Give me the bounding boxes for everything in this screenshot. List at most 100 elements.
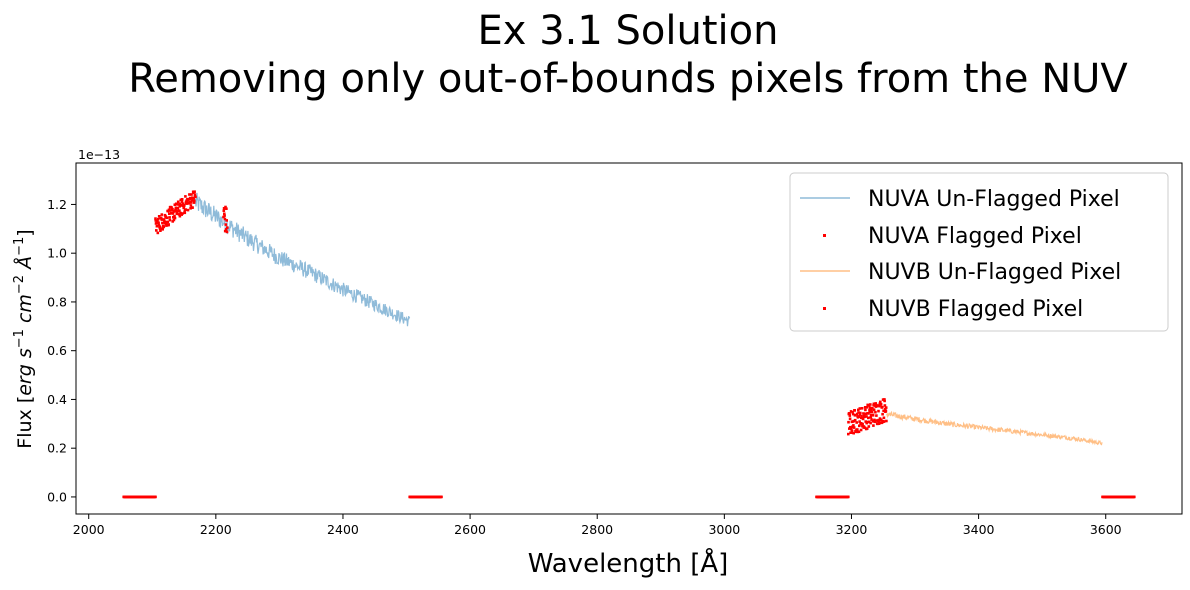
flagged-point [155, 224, 159, 228]
flagged-point [875, 414, 878, 417]
flagged-point [178, 214, 182, 218]
flagged-point [223, 212, 226, 216]
flagged-point [859, 411, 862, 415]
y-offset-label: 1e−13 [78, 147, 120, 162]
flagged-point [226, 226, 229, 229]
flagged-point [224, 228, 228, 231]
flagged-point [881, 412, 884, 416]
flagged-point [225, 230, 229, 234]
flagged-point [178, 209, 181, 212]
flagged-point [189, 204, 193, 207]
legend-swatch-nuvb-flagged [823, 307, 826, 310]
series-scatter-3 [815, 398, 1136, 499]
flagged-point [857, 415, 861, 418]
flagged-point [177, 203, 180, 206]
flagged-point [223, 214, 226, 217]
flagged-point [157, 221, 160, 224]
flagged-point [861, 422, 864, 426]
flagged-point [883, 399, 886, 403]
flagged-point [225, 219, 228, 222]
flagged-point [180, 204, 183, 207]
flagged-point [868, 409, 871, 412]
flagged-point [177, 213, 181, 216]
flagged-point [159, 216, 163, 220]
flagged-point [848, 414, 852, 417]
flagged-point [853, 418, 857, 422]
flagged-point [154, 495, 157, 499]
flagged-point [193, 190, 196, 193]
flagged-point [869, 403, 872, 406]
flagged-point [865, 427, 869, 430]
flagged-point [157, 217, 160, 221]
flagged-point [178, 205, 181, 208]
flagged-point [160, 213, 164, 216]
flagged-point [876, 404, 880, 407]
flagged-point [222, 209, 226, 212]
flagged-point [864, 420, 867, 423]
flagged-point [847, 432, 850, 436]
flagged-point [858, 420, 861, 423]
flagged-point [880, 418, 883, 422]
flagged-point [885, 419, 888, 423]
flagged-point [865, 406, 869, 409]
flagged-point [166, 220, 170, 224]
axes-frame [75, 162, 1183, 515]
x-tick-label: 3000 [708, 522, 740, 537]
flagged-point [850, 427, 853, 431]
y-tick-label: 0.0 [47, 489, 67, 504]
flagged-point [862, 412, 865, 415]
flagged-point [858, 413, 862, 416]
y-tick-label: 0.8 [47, 294, 67, 309]
flagged-point [181, 212, 184, 215]
flagged-point [192, 197, 196, 200]
flagged-point [193, 199, 196, 203]
flagged-point [1133, 495, 1136, 499]
flagged-point [172, 218, 176, 222]
flagged-point [185, 202, 189, 205]
flagged-point [162, 218, 166, 221]
series-line-2 [885, 410, 1103, 446]
flagged-point [223, 217, 227, 221]
flagged-point [173, 216, 177, 220]
flagged-point [884, 409, 888, 413]
flagged-point [168, 212, 171, 215]
flagged-point [167, 223, 170, 226]
flagged-point [852, 419, 856, 423]
flagged-point [189, 196, 192, 200]
y-tick-label: 0.6 [47, 343, 67, 358]
flagged-point [189, 201, 193, 204]
flagged-point [184, 208, 187, 211]
flagged-point [192, 201, 196, 204]
flagged-point [224, 223, 228, 226]
x-tick-label: 3200 [836, 522, 868, 537]
flagged-point [222, 215, 225, 219]
flagged-point [155, 229, 158, 232]
flagged-point [194, 195, 197, 199]
flagged-point [184, 195, 187, 198]
flagged-point [882, 409, 885, 413]
flagged-point [189, 207, 192, 210]
flagged-point [168, 218, 172, 222]
flagged-point [878, 404, 881, 408]
flagged-point [848, 427, 851, 430]
y-tick-label: 1.0 [47, 246, 67, 261]
flagged-point [857, 411, 860, 414]
flagged-point [850, 429, 854, 433]
y-tick-label: 0.4 [47, 392, 67, 407]
flagged-point [165, 216, 169, 220]
flagged-point [882, 420, 886, 423]
flagged-point [860, 416, 863, 420]
flagged-point [161, 221, 164, 225]
x-tick-label: 2400 [327, 522, 359, 537]
flagged-point [877, 409, 880, 413]
flagged-point [868, 406, 872, 409]
flagged-point [158, 225, 162, 228]
flagged-point [191, 206, 194, 209]
flagged-point [161, 228, 164, 231]
flagged-point [858, 407, 862, 410]
flagged-point [171, 207, 174, 211]
flagged-point [864, 412, 868, 416]
legend: NUVA Un-Flagged Pixel NUVA Flagged Pixel… [789, 172, 1169, 332]
title-line-2: Removing only out-of-bounds pixels from … [128, 56, 1128, 102]
flagged-point [190, 193, 193, 196]
